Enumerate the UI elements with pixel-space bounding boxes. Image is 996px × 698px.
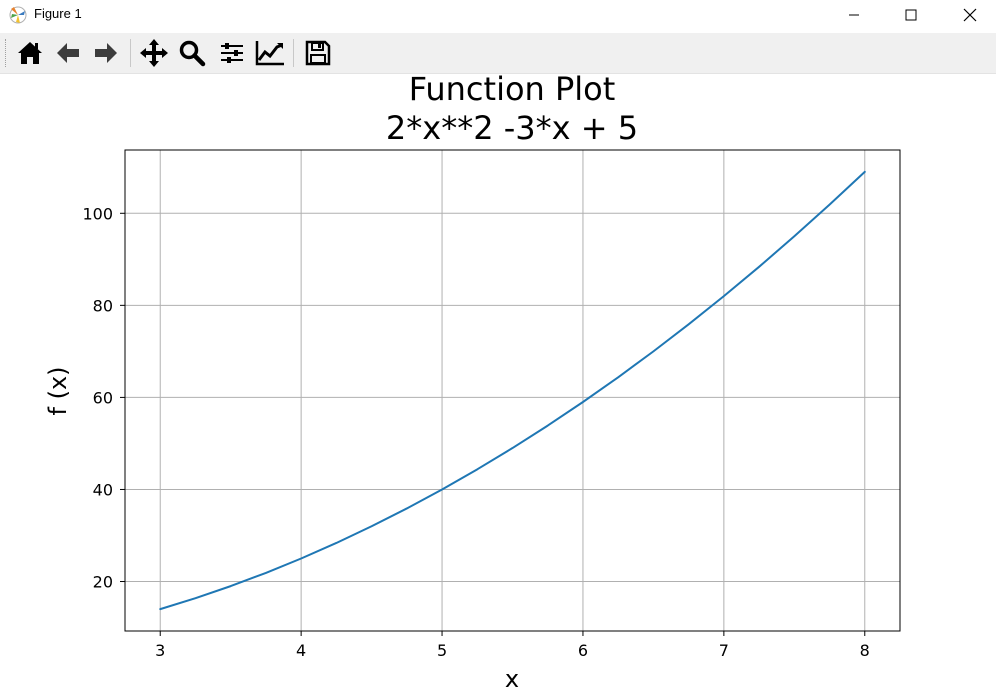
save-icon xyxy=(305,40,331,66)
matplotlib-app-icon xyxy=(8,5,28,25)
close-button[interactable] xyxy=(947,0,993,30)
y-tick-label: 20 xyxy=(93,573,113,592)
edit-axes-icon xyxy=(255,41,284,66)
zoom-button[interactable] xyxy=(176,37,208,69)
save-button[interactable] xyxy=(302,37,334,69)
home-icon xyxy=(18,42,42,64)
chart-title: Function Plot xyxy=(409,73,616,108)
toolbar-separator xyxy=(293,39,294,67)
y-axis-label: f (x) xyxy=(44,366,72,415)
x-tick-label: 7 xyxy=(719,641,729,660)
chart-subtitle: 2*x**2 -3*x + 5 xyxy=(386,109,638,147)
configure-subplots-button[interactable] xyxy=(216,37,248,69)
y-tick-label: 60 xyxy=(93,388,113,407)
maximize-button[interactable] xyxy=(888,0,934,30)
minimize-button[interactable] xyxy=(831,0,877,30)
maximize-icon xyxy=(905,9,917,21)
series-layer xyxy=(159,170,866,611)
y-tick-label: 80 xyxy=(93,296,113,315)
series-line xyxy=(159,170,866,611)
title-bar: Figure 1 xyxy=(0,0,996,30)
axis-ticks: 3 4 5 6 7 8 20 40 60 80 100 xyxy=(82,204,869,660)
x-tick-label: 4 xyxy=(296,641,306,660)
close-icon xyxy=(963,8,977,22)
y-tick-label: 40 xyxy=(93,480,113,499)
forward-button[interactable] xyxy=(90,37,122,69)
x-axis-label: x xyxy=(505,665,519,693)
axes-frame xyxy=(124,149,901,632)
x-tick-label: 6 xyxy=(578,641,588,660)
minimize-icon xyxy=(849,14,859,16)
x-tick-label: 5 xyxy=(437,641,447,660)
home-button[interactable] xyxy=(14,37,46,69)
window-title: Figure 1 xyxy=(34,6,82,21)
back-button[interactable] xyxy=(52,37,84,69)
x-tick-label: 8 xyxy=(860,641,870,660)
y-tick-label: 100 xyxy=(82,204,113,223)
forward-arrow-icon xyxy=(95,43,117,63)
toolbar-separator xyxy=(130,39,131,67)
configure-subplots-icon xyxy=(221,43,243,63)
pan-button[interactable] xyxy=(138,37,170,69)
x-tick-label: 3 xyxy=(155,641,165,660)
back-arrow-icon xyxy=(57,43,79,63)
grid-lines xyxy=(125,150,900,631)
edit-axes-button[interactable] xyxy=(254,37,286,69)
pan-icon xyxy=(140,39,168,67)
toolbar-grip xyxy=(5,39,8,67)
figure-canvas: Function Plot 2*x**2 -3*x + 5 3 4 5 6 7 8 20 40… xyxy=(44,73,901,693)
zoom-icon xyxy=(179,40,206,67)
navigation-toolbar xyxy=(0,33,996,74)
